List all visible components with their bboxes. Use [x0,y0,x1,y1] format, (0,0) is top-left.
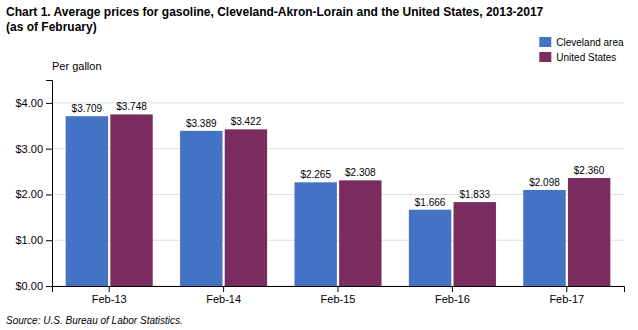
x-axis: Feb-13 Feb-14 Feb-15 Feb-16 Feb-17 [53,286,625,305]
legend-swatch [539,37,551,47]
y-tick-label: $0.00 [15,280,43,292]
data-label: $3.709 [72,103,103,114]
data-label: $2.308 [345,167,376,178]
data-label: $3.422 [231,116,262,127]
bar [180,131,222,286]
x-tick-label: Feb-15 [321,293,356,305]
y-axis-title: Per gallon [52,60,102,72]
y-tick: $3.00 [15,143,52,155]
legend-label: Cleveland area [556,37,624,48]
data-label: $1.833 [459,189,490,200]
x-tick-label: Feb-13 [92,293,127,305]
x-tick: Feb-17 [549,286,584,305]
x-tick-label: Feb-14 [206,293,241,305]
source: Source: U.S. Bureau of Labor Statistics. [6,315,183,326]
legend-item: Cleveland area [539,37,624,48]
x-tick: Feb-13 [92,286,127,305]
x-tick-mark [338,286,339,292]
data-label: $2.265 [300,169,331,180]
legend-item: United States [539,52,616,63]
y-tick-mark [46,286,52,287]
data-label: $1.666 [415,197,446,208]
data-labels: $3.709 $3.389 $2.265 $1.666 $2.098 $3.748 $3.4… [72,101,605,207]
plot: $0.00$1.00$2.00$3.00$4.00Feb-13Feb-14Feb… [15,81,624,305]
y-tick-mark [46,149,52,150]
subtitle: (as of February) [6,20,97,34]
x-tick-label: Feb-16 [435,293,470,305]
y-tick: $2.00 [15,188,52,200]
legend-swatch [539,52,551,62]
y-axis-line [46,81,53,287]
y-tick: $1.00 [15,234,52,246]
bar [568,178,610,286]
bar [454,202,496,286]
y-tick-label: $1.00 [15,234,43,246]
x-tick-label: Feb-17 [549,293,584,305]
x-tick-mark [452,286,453,292]
bars [66,114,611,286]
x-tick: Feb-15 [321,286,356,305]
bar [225,129,267,286]
legend: Cleveland area United States [539,37,624,63]
y-axis: $0.00 $1.00 $2.00 $3.00 $4.00 [15,81,52,293]
y-tick-label: $4.00 [15,97,43,109]
x-tick-mark [566,286,567,292]
y-tick-mark [46,194,52,195]
y-tick-mark [46,240,52,241]
data-label: $3.389 [186,118,217,129]
x-axis-line [53,287,625,293]
y-tick: $0.00 [15,280,52,292]
bar [339,180,381,286]
bar [66,116,108,286]
data-label: $2.360 [574,165,605,176]
grid [52,103,624,286]
y-tick-mark [46,103,52,104]
x-tick-mark [223,286,224,292]
bar [523,190,565,286]
title: Chart 1. Average prices for gasoline, Cl… [6,5,544,19]
x-tick: Feb-14 [206,286,241,305]
bar [409,210,451,286]
y-tick-label: $2.00 [15,188,43,200]
x-tick-mark [109,286,110,292]
bar [294,182,336,286]
legend-label: United States [556,52,616,63]
data-label: $2.098 [529,177,560,188]
y-tick: $4.00 [15,97,52,109]
data-label: $3.748 [116,101,147,112]
x-tick: Feb-16 [435,286,470,305]
bar [110,114,152,286]
y-tick-label: $3.00 [15,143,43,155]
chart: Chart 1. Average prices for gasoline, Cl… [0,0,638,330]
